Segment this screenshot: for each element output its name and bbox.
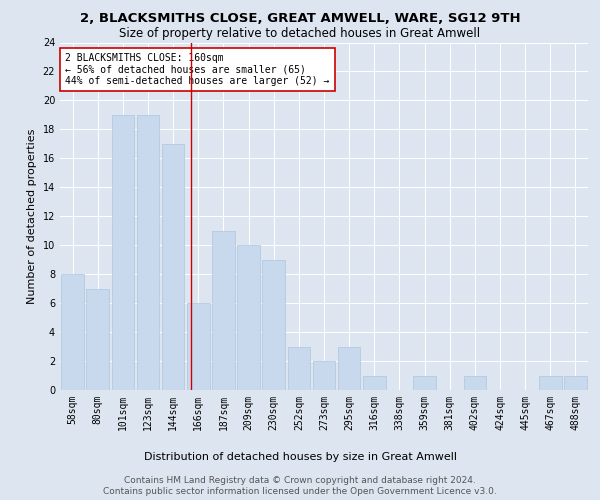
Text: Contains HM Land Registry data © Crown copyright and database right 2024.
Contai: Contains HM Land Registry data © Crown c… xyxy=(103,476,497,496)
Bar xyxy=(413,376,436,390)
Bar xyxy=(564,376,587,390)
Text: 2, BLACKSMITHS CLOSE, GREAT AMWELL, WARE, SG12 9TH: 2, BLACKSMITHS CLOSE, GREAT AMWELL, WARE… xyxy=(80,12,520,26)
Text: Size of property relative to detached houses in Great Amwell: Size of property relative to detached ho… xyxy=(119,28,481,40)
Text: 2 BLACKSMITHS CLOSE: 160sqm
← 56% of detached houses are smaller (65)
44% of sem: 2 BLACKSMITHS CLOSE: 160sqm ← 56% of det… xyxy=(65,53,329,86)
Bar xyxy=(187,303,209,390)
Bar xyxy=(464,376,486,390)
Bar xyxy=(86,288,109,390)
Bar xyxy=(212,230,235,390)
Bar xyxy=(363,376,386,390)
Bar xyxy=(287,346,310,390)
Bar xyxy=(162,144,184,390)
Bar xyxy=(313,361,335,390)
Bar xyxy=(539,376,562,390)
Bar xyxy=(237,245,260,390)
Bar xyxy=(112,115,134,390)
Bar xyxy=(262,260,285,390)
Y-axis label: Number of detached properties: Number of detached properties xyxy=(27,128,37,304)
Bar xyxy=(338,346,361,390)
Bar xyxy=(61,274,84,390)
Bar xyxy=(137,115,160,390)
Text: Distribution of detached houses by size in Great Amwell: Distribution of detached houses by size … xyxy=(143,452,457,462)
